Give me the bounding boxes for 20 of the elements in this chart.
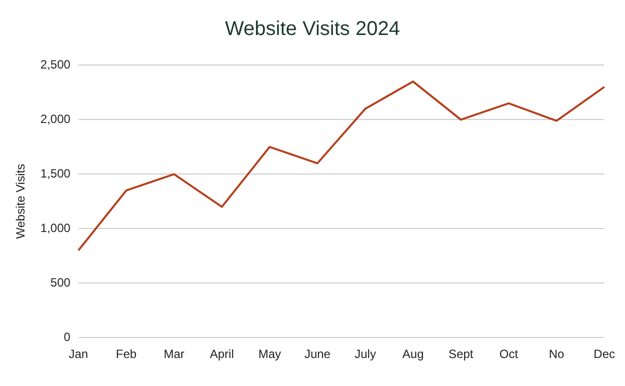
x-tick-label: Mar xyxy=(164,347,184,362)
y-tick-label: 1,500 xyxy=(40,166,71,180)
y-tick-label: 500 xyxy=(50,275,71,290)
x-tick-label: April xyxy=(210,347,234,362)
x-tick-label: June xyxy=(304,347,331,362)
y-tick-label: 2,500 xyxy=(40,58,71,72)
y-axis-title: Website Visits xyxy=(14,164,28,239)
x-tick-label: Dec xyxy=(594,347,615,362)
x-tick-label: No xyxy=(548,347,565,362)
x-tick-label: Feb xyxy=(116,347,137,362)
x-tick-label: Aug xyxy=(402,347,424,362)
x-tick-label: Oct xyxy=(499,347,519,362)
y-tick-label: 1,000 xyxy=(40,220,71,235)
y-tick-label: 2,000 xyxy=(40,112,71,126)
x-tick-label: Jan xyxy=(68,347,88,362)
x-tick-label: May xyxy=(258,347,281,362)
x-tick-label: July xyxy=(354,347,376,362)
x-tick-label: Sept xyxy=(448,347,474,362)
chart-title: Website Visits 2024 xyxy=(224,18,401,41)
y-tick-label: 0 xyxy=(64,330,71,344)
